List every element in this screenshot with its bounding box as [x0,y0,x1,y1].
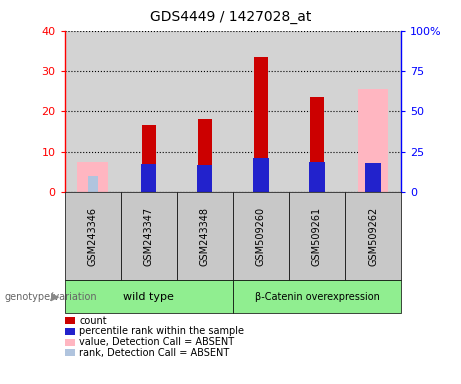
Bar [310,97,324,192]
Text: GSM243348: GSM243348 [200,207,210,266]
Text: β-Catenin overexpression: β-Catenin overexpression [254,291,379,302]
Text: genotype/variation: genotype/variation [5,291,97,302]
Bar [358,89,388,192]
Bar [365,163,381,192]
Bar [141,164,156,192]
Bar [142,126,156,192]
Text: rank, Detection Call = ABSENT: rank, Detection Call = ABSENT [79,348,230,358]
Bar [198,119,212,192]
Text: GSM243346: GSM243346 [88,207,98,266]
Bar [309,162,325,192]
Text: GSM509261: GSM509261 [312,207,322,266]
Text: value, Detection Call = ABSENT: value, Detection Call = ABSENT [79,337,234,347]
Text: GDS4449 / 1427028_at: GDS4449 / 1427028_at [150,10,311,23]
Text: count: count [79,316,107,326]
Text: GSM243347: GSM243347 [144,207,154,266]
Bar [88,176,98,192]
Text: ▶: ▶ [52,291,60,302]
Bar [254,57,268,192]
Bar [253,158,269,192]
Bar [77,162,108,192]
Text: GSM509262: GSM509262 [368,207,378,266]
Bar [197,165,213,192]
Text: wild type: wild type [123,291,174,302]
Text: percentile rank within the sample: percentile rank within the sample [79,326,244,336]
Text: GSM509260: GSM509260 [256,207,266,266]
